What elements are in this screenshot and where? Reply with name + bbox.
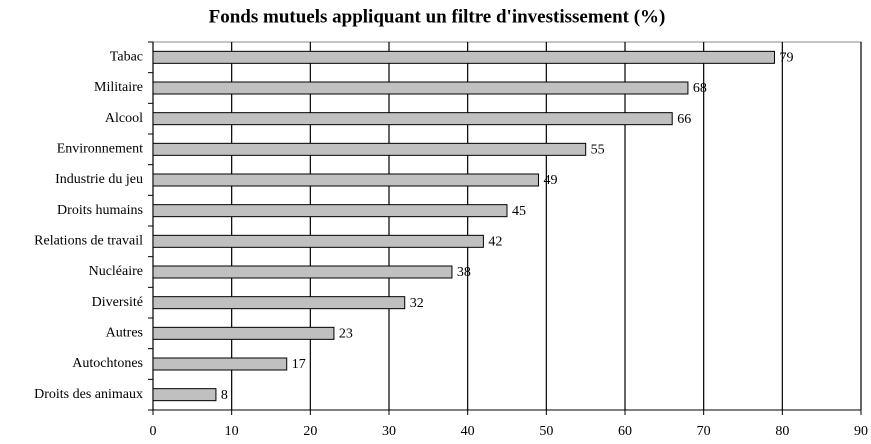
x-tick-label: 10 bbox=[225, 424, 239, 439]
bar bbox=[152, 50, 775, 64]
y-tick-label: Tabac bbox=[110, 50, 143, 65]
x-tick-label: 70 bbox=[697, 424, 711, 439]
y-tick-label: Diversité bbox=[92, 295, 143, 310]
x-tick-label: 80 bbox=[775, 424, 789, 439]
data-label: 42 bbox=[488, 235, 502, 250]
bar bbox=[152, 142, 587, 156]
plot-border bbox=[152, 41, 862, 411]
y-tick-label: Environnement bbox=[57, 142, 143, 157]
bar bbox=[152, 81, 689, 95]
data-label: 68 bbox=[693, 81, 707, 96]
x-tick-label: 50 bbox=[539, 424, 553, 439]
data-label: 8 bbox=[221, 388, 228, 403]
bar bbox=[152, 204, 508, 218]
y-tick-label: Relations de travail bbox=[34, 234, 143, 249]
data-label: 45 bbox=[512, 204, 526, 219]
bar bbox=[152, 234, 484, 248]
data-label: 55 bbox=[591, 143, 605, 158]
y-tick-label: Alcool bbox=[105, 111, 143, 126]
bar bbox=[152, 296, 406, 310]
x-tick-label: 40 bbox=[461, 424, 475, 439]
x-tick-label: 20 bbox=[303, 424, 317, 439]
bar bbox=[152, 388, 217, 402]
bar bbox=[152, 173, 539, 187]
x-tick-label: 30 bbox=[382, 424, 396, 439]
data-label: 32 bbox=[410, 296, 424, 311]
data-label: 49 bbox=[543, 173, 557, 188]
y-tick-label: Industrie du jeu bbox=[55, 172, 143, 187]
x-tick-label: 90 bbox=[854, 424, 868, 439]
data-label: 38 bbox=[457, 265, 471, 280]
y-tick-label: Droits des animaux bbox=[34, 387, 143, 402]
x-tick-label: 60 bbox=[618, 424, 632, 439]
y-tick-label: Droits humains bbox=[57, 203, 143, 218]
data-label: 66 bbox=[677, 112, 691, 127]
chart-title: Fonds mutuels appliquant un filtre d'inv… bbox=[209, 6, 666, 27]
y-tick-label: Autochtones bbox=[72, 356, 143, 371]
data-label: 17 bbox=[292, 357, 306, 372]
bar bbox=[152, 112, 673, 126]
bar bbox=[152, 357, 288, 371]
bar bbox=[152, 265, 453, 279]
y-tick-label: Militaire bbox=[94, 80, 143, 95]
y-tick-label: Nucléaire bbox=[89, 264, 143, 279]
data-label: 23 bbox=[339, 327, 353, 342]
data-label: 79 bbox=[779, 51, 793, 66]
y-tick-label: Autres bbox=[106, 326, 143, 341]
x-tick-label: 0 bbox=[150, 424, 157, 439]
bar bbox=[152, 326, 335, 340]
